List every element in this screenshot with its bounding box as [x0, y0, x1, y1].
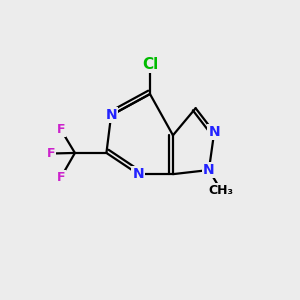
- Text: N: N: [105, 108, 117, 122]
- Text: F: F: [57, 124, 65, 136]
- Text: F: F: [46, 147, 55, 160]
- Text: N: N: [203, 163, 215, 177]
- Text: CH₃: CH₃: [209, 184, 234, 197]
- Text: Cl: Cl: [142, 57, 158, 72]
- Text: N: N: [208, 125, 220, 139]
- Text: F: F: [57, 171, 65, 184]
- Text: N: N: [132, 167, 144, 181]
